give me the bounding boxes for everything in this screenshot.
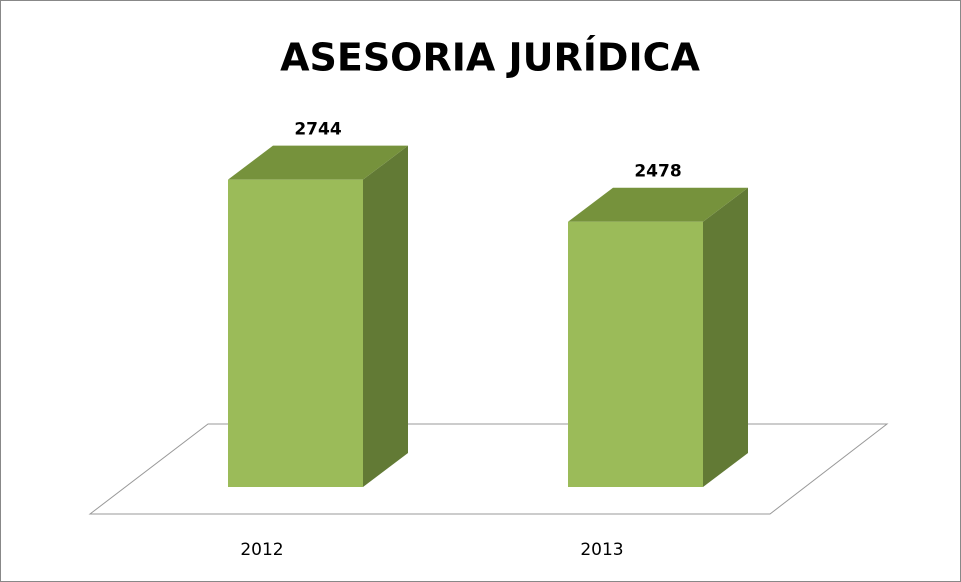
x-tick-label: 2013 xyxy=(580,540,623,560)
bar xyxy=(568,187,748,487)
bar-side xyxy=(363,145,408,488)
bar-front xyxy=(228,179,363,488)
bar-front xyxy=(568,221,703,487)
bar-top xyxy=(228,145,408,180)
bar-top xyxy=(568,187,748,222)
floor xyxy=(88,423,889,515)
bar-side xyxy=(703,187,748,487)
chart-title: ASESORIA JURÍDICA xyxy=(280,36,700,80)
value-label: 2744 xyxy=(294,120,341,140)
x-tick-label: 2012 xyxy=(240,540,283,560)
value-label: 2478 xyxy=(634,162,681,182)
bar xyxy=(228,145,408,488)
